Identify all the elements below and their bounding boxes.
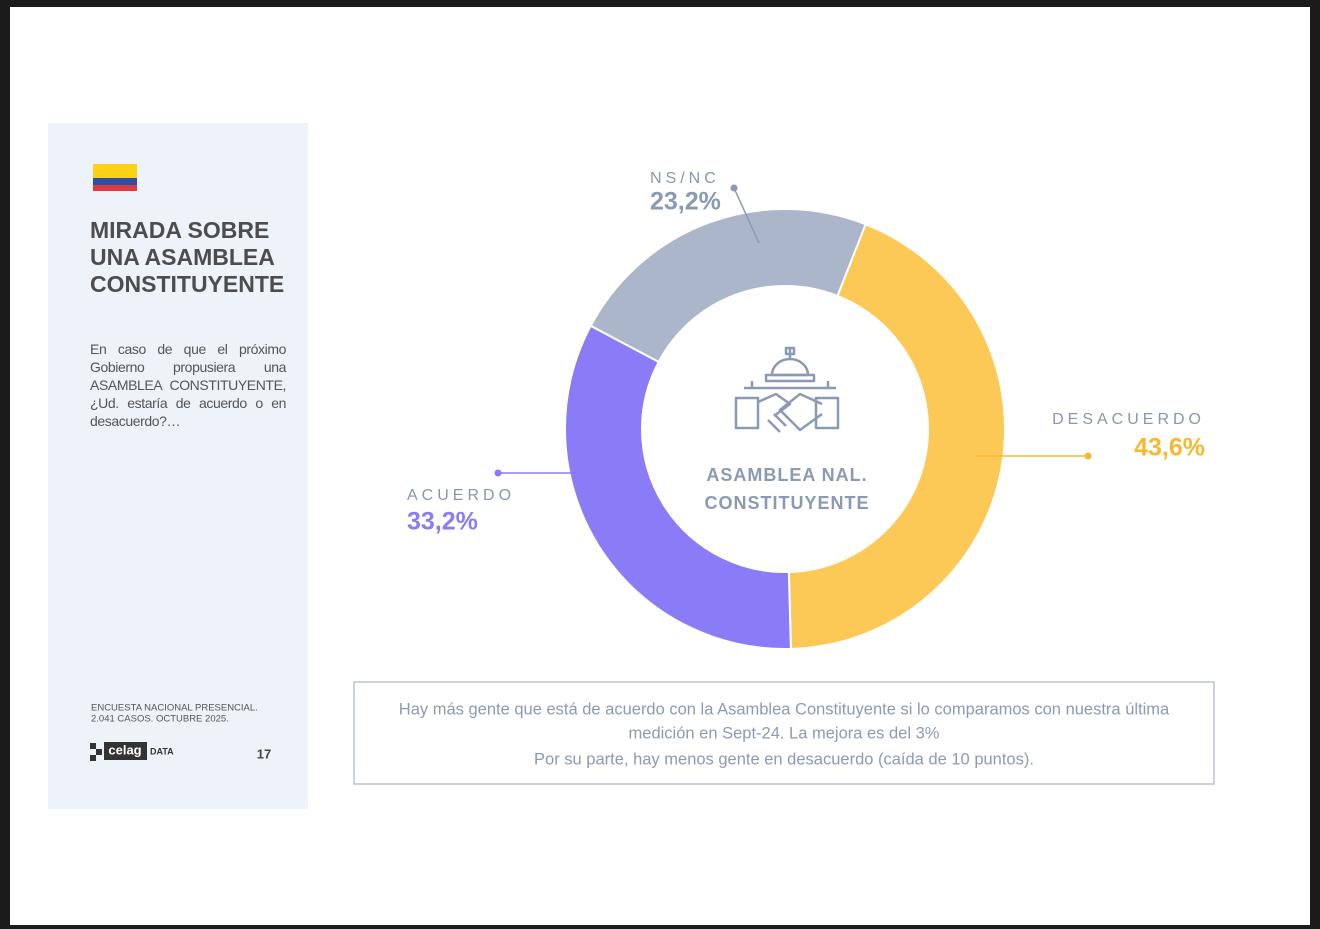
sidebar-panel [48,123,308,809]
note-text: medición en Sept-24. La mejora es del 3% [629,724,940,742]
page-number: 17 [257,746,271,761]
logo-text: celag [108,742,141,757]
center-label: CONSTITUYENTE [704,493,869,513]
value-label: 23,2% [650,188,721,216]
value-label: 33,2% [407,508,478,536]
note-box [353,681,1215,785]
sidebar-title: UNA ASAMBLEA [90,244,275,270]
slice [589,208,867,364]
slice-label: DESACUERDO [1052,411,1205,428]
note-text: Por su parte, hay menos gente en desacue… [534,750,1034,768]
logo-suffix: DATA [150,746,174,756]
flag [93,164,137,191]
slice [787,223,1006,650]
source: ENCUESTA NACIONAL PRESENCIAL. [91,703,258,714]
sidebar-title: CONSTITUYENTE [90,271,284,297]
center-label: ASAMBLEA NAL. [706,465,867,485]
source: 2.041 CASOS. OCTUBRE 2025. [91,714,229,725]
leader-dot [730,184,738,192]
note-text: Hay más gente que está de acuerdo con la… [399,700,1170,718]
leader-dot [494,469,502,477]
slice-label: ACUERDO [407,487,515,504]
sidebar-title: MIRADA SOBRE [90,217,269,243]
slice-label: NS/NC [650,170,720,187]
value-label: 43,6% [1134,434,1205,462]
logo: celag DATA [90,742,174,761]
leader-dot [1084,452,1092,460]
icon [734,346,840,433]
leader-line [733,187,760,244]
question: En caso de que el próximo Gobierno propu… [90,341,286,429]
slice [564,324,792,650]
